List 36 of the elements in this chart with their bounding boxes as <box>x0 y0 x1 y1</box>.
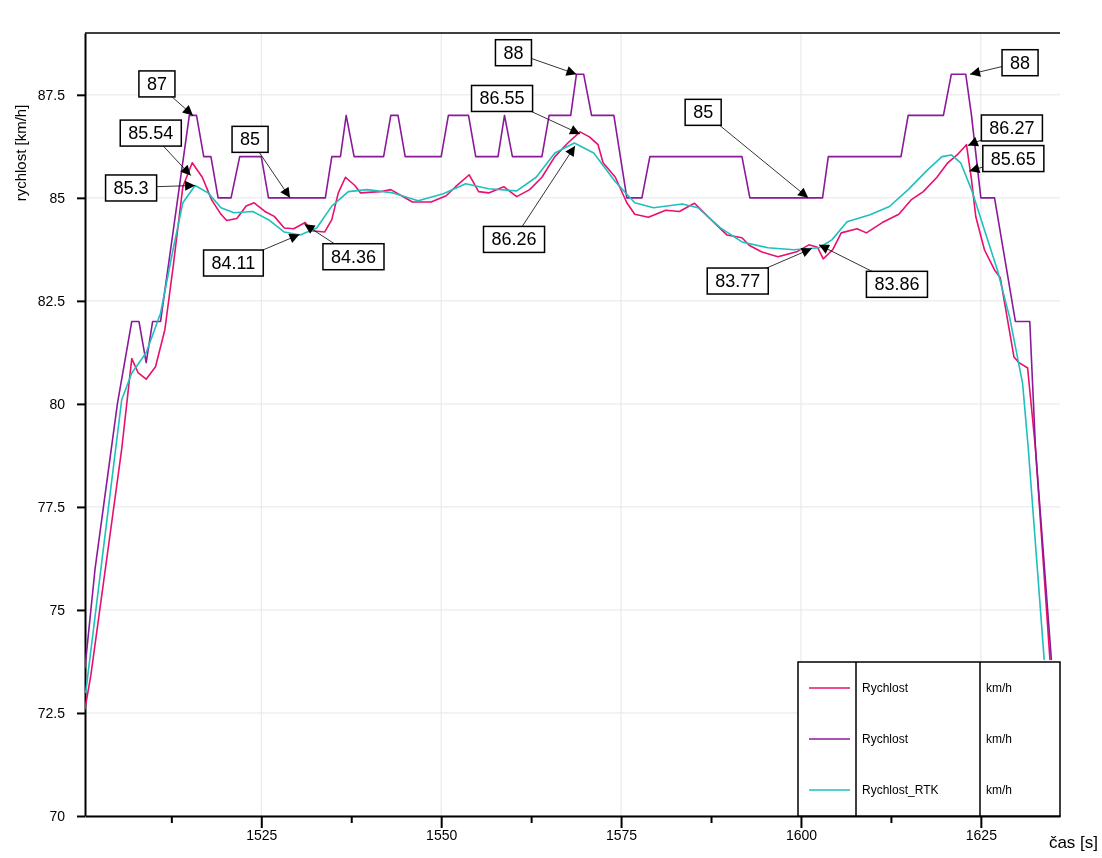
legend-label: Rychlost <box>862 681 909 695</box>
annotation: 83.86 <box>874 274 920 295</box>
x-tick-label: 1525 <box>246 826 278 843</box>
y-tick-label: 70 <box>49 807 66 824</box>
annotation: km/h <box>986 732 1013 746</box>
annotation: 85.3 <box>113 177 149 198</box>
annotation: 86.27 <box>989 118 1035 138</box>
x-axis-title: čas [s] <box>1048 833 1098 852</box>
annotation: 86.26 <box>491 229 537 250</box>
y-tick-label: 75 <box>49 601 66 618</box>
annotation: 83.77 <box>715 271 761 292</box>
annotation: 85 <box>693 102 714 123</box>
x-tick-label: 1625 <box>965 826 998 843</box>
annotation: 86.55 <box>479 88 525 109</box>
x-tick-label: 1550 <box>426 826 458 843</box>
y-tick-label: 87.5 <box>37 86 66 103</box>
annotation: 85.65 <box>990 148 1036 169</box>
legend-label: Rychlost <box>862 732 909 746</box>
annotation: 88 <box>1010 52 1031 73</box>
y-axis-title: rychlost [km/h] <box>12 104 29 202</box>
annotation: 85.54 <box>128 123 174 144</box>
annotation: 88 <box>503 42 524 63</box>
annotation: 84.11 <box>211 253 256 274</box>
annotation: 85 <box>240 129 261 150</box>
y-tick-label: 80 <box>49 395 66 412</box>
annotation: km/h <box>986 783 1013 797</box>
annotation: km/h <box>986 681 1013 695</box>
y-tick-label: 72.5 <box>37 704 66 721</box>
y-tick-label: 82.5 <box>37 292 66 309</box>
y-tick-label: 85 <box>49 189 66 206</box>
annotation: 84.36 <box>330 246 376 267</box>
x-tick-label: 1575 <box>605 826 638 843</box>
annotation: 87 <box>146 73 167 94</box>
y-tick-label: 77.5 <box>37 498 66 515</box>
x-tick-label: 1600 <box>785 826 818 843</box>
legend-label: Rychlost_RTK <box>862 783 939 797</box>
